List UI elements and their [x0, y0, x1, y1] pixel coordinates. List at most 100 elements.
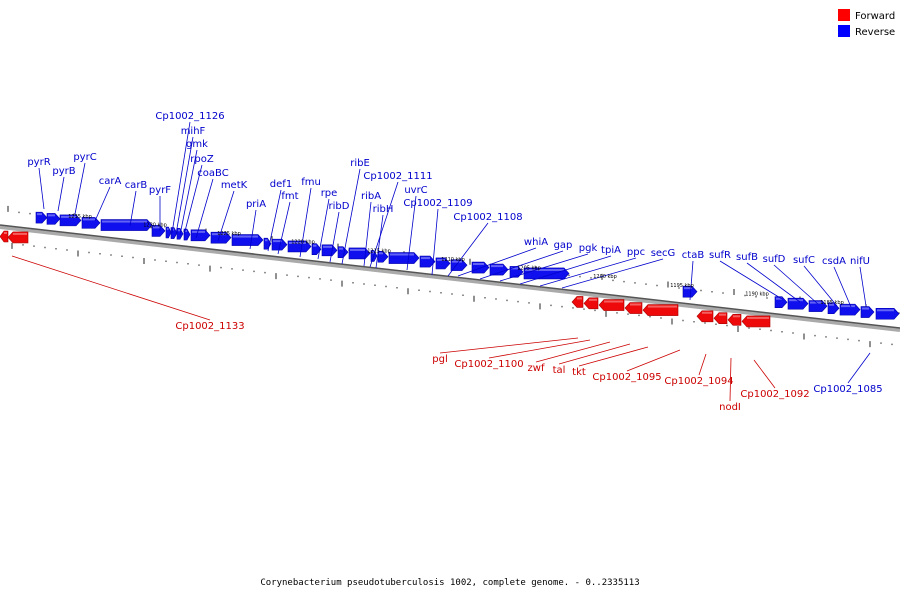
gene-label-secg[interactable]: secG [651, 248, 676, 259]
scale-label: 1235 kbp [68, 214, 92, 220]
scale-label: 1215 kbp [367, 248, 391, 254]
forward-gene-arrow[interactable] [624, 302, 643, 314]
reverse-gene-arrow[interactable] [388, 252, 420, 264]
gene-label-tal[interactable]: tal [553, 365, 566, 376]
forward-swatch [838, 9, 850, 21]
gene-label-sufd[interactable]: sufD [763, 254, 786, 265]
gene-label-gap[interactable]: gap [554, 240, 573, 251]
gene-label-cp1002-1133[interactable]: Cp1002_1133 [175, 321, 244, 332]
gene-label-cp1002-1126[interactable]: Cp1002_1126 [155, 111, 224, 122]
gene-label-csda[interactable]: csdA [822, 256, 846, 267]
reverse-gene-arrow[interactable] [860, 306, 875, 318]
scale-label: 1190 kbp [745, 292, 769, 298]
gene-label-whia[interactable]: whiA [524, 237, 548, 248]
reverse-gene-arrow[interactable] [839, 303, 861, 316]
forward-gene-arrow[interactable] [741, 315, 771, 328]
reverse-gene-arrow[interactable] [165, 226, 172, 239]
gene-label-cp1002-1095[interactable]: Cp1002_1095 [592, 372, 661, 383]
gene-label-cp1002-1100[interactable]: Cp1002_1100 [454, 359, 523, 370]
forward-gene-arrow[interactable] [598, 299, 625, 311]
gene-label-ribd[interactable]: ribD [329, 201, 350, 212]
reverse-gene-arrow[interactable] [190, 229, 211, 242]
gene-label-riba[interactable]: ribA [361, 191, 381, 202]
reverse-gene-arrow[interactable] [435, 257, 451, 270]
scale-label: 1185 kbp [820, 300, 844, 306]
forward-gene-arrow[interactable] [727, 314, 742, 326]
reverse-gene-arrow[interactable] [100, 219, 153, 231]
gene-label-fmu[interactable]: fmu [301, 177, 321, 188]
gene-label-pyrf[interactable]: pyrF [149, 185, 171, 196]
gene-label-pria[interactable]: priA [246, 199, 266, 210]
scale-label: 1200 kbp [593, 274, 617, 280]
reverse-gene-arrow[interactable] [311, 243, 322, 256]
forward-gene-arrow[interactable] [0, 230, 9, 243]
gene-label-rpe[interactable]: rpe [321, 188, 338, 199]
gene-label-cp1002-1085[interactable]: Cp1002_1085 [813, 384, 882, 395]
reverse-gene-arrow[interactable] [271, 238, 288, 251]
gene-label-def1[interactable]: def1 [270, 179, 292, 190]
gene-label-cp1002-1109[interactable]: Cp1002_1109 [403, 198, 472, 209]
reverse-gene-arrow[interactable] [35, 211, 48, 224]
gene-label-zwf[interactable]: zwf [528, 363, 545, 374]
forward-gene-arrow[interactable] [713, 312, 728, 325]
strand-legend: Forward Reverse [838, 9, 895, 38]
gene-label-cara[interactable]: carA [99, 176, 122, 187]
gene-label-sufc[interactable]: sufC [793, 255, 815, 266]
gene-label-cp1002-1108[interactable]: Cp1002_1108 [453, 212, 522, 223]
gene-label-pgk[interactable]: pgk [579, 243, 598, 254]
gene-label-sufr[interactable]: sufR [709, 250, 731, 261]
reverse-gene-arrow[interactable] [787, 297, 809, 310]
scale-label: 1220 kbp [291, 240, 315, 246]
reverse-gene-arrow[interactable] [321, 244, 338, 257]
gene-label-pyrr[interactable]: pyrR [27, 157, 50, 168]
gene-label-carb[interactable]: carB [125, 180, 148, 191]
reverse-gene-arrow[interactable] [59, 214, 82, 227]
gene-label-ribe[interactable]: ribE [350, 158, 370, 169]
gene-label-ppc[interactable]: ppc [627, 247, 645, 258]
gene-label-ctab[interactable]: ctaB [682, 250, 705, 261]
gene-label-coabc[interactable]: coaBC [197, 168, 228, 179]
reverse-gene-arrow[interactable] [151, 225, 166, 237]
gene-label-metk[interactable]: metK [221, 180, 248, 191]
reverse-gene-arrow[interactable] [183, 228, 191, 241]
reverse-gene-arrow[interactable] [875, 307, 900, 320]
legend-label-reverse: Reverse [855, 27, 895, 38]
gene-label-sufb[interactable]: sufB [736, 252, 758, 263]
reverse-gene-arrow[interactable] [287, 240, 312, 253]
gene-label-tpia[interactable]: tpiA [601, 245, 621, 256]
forward-gene-arrow[interactable] [571, 296, 584, 308]
scale-label: 1210 kbp [441, 257, 465, 263]
reverse-gene-arrow[interactable] [523, 267, 570, 280]
reverse-gene-arrow[interactable] [682, 285, 698, 298]
forward-gene-arrow[interactable] [696, 310, 714, 323]
reverse-gene-arrow[interactable] [377, 250, 389, 263]
reverse-gene-arrow[interactable] [337, 246, 349, 258]
gene-label-nodi[interactable]: nodI [719, 402, 741, 413]
reverse-gene-arrow[interactable] [210, 231, 232, 244]
reverse-gene-arrow[interactable] [774, 296, 788, 308]
gene-label-pyrc[interactable]: pyrC [73, 152, 96, 163]
reverse-gene-arrow[interactable] [808, 300, 828, 312]
gene-label-cp1002-1094[interactable]: Cp1002_1094 [664, 376, 733, 387]
forward-gene-arrow[interactable] [583, 297, 599, 310]
reverse-gene-arrow[interactable] [231, 234, 264, 246]
gene-label-nifu[interactable]: nifU [850, 256, 870, 267]
gene-label-fmt[interactable]: fmt [281, 191, 298, 202]
scale-labels: 1235 kbp 1230 kbp 1225 kbp 1220 kbp 1215 kbp… [68, 214, 844, 306]
gene-label-cp1002-1111[interactable]: Cp1002_1111 [363, 171, 432, 182]
gene-label-rpoz[interactable]: rpoZ [190, 154, 214, 165]
reverse-gene-arrow[interactable] [489, 263, 509, 276]
gene-label-pgl[interactable]: pgl [432, 354, 447, 365]
gene-label-cp1002-1092[interactable]: Cp1002_1092 [740, 389, 809, 400]
reverse-gene-arrow[interactable] [419, 255, 436, 268]
forward-gene-arrow[interactable] [7, 231, 29, 244]
reverse-gene-arrow[interactable] [46, 213, 61, 225]
forward-gene-arrow[interactable] [642, 304, 679, 316]
gene-label-tkt[interactable]: tkt [572, 367, 586, 378]
gene-label-ribh[interactable]: ribH [373, 204, 394, 215]
gene-label-gmk[interactable]: gmk [186, 139, 208, 150]
gene-label-pyrb[interactable]: pyrB [52, 166, 75, 177]
gene-label-uvrc[interactable]: uvrC [404, 185, 427, 196]
gene-label-mihf[interactable]: mihF [181, 126, 206, 137]
